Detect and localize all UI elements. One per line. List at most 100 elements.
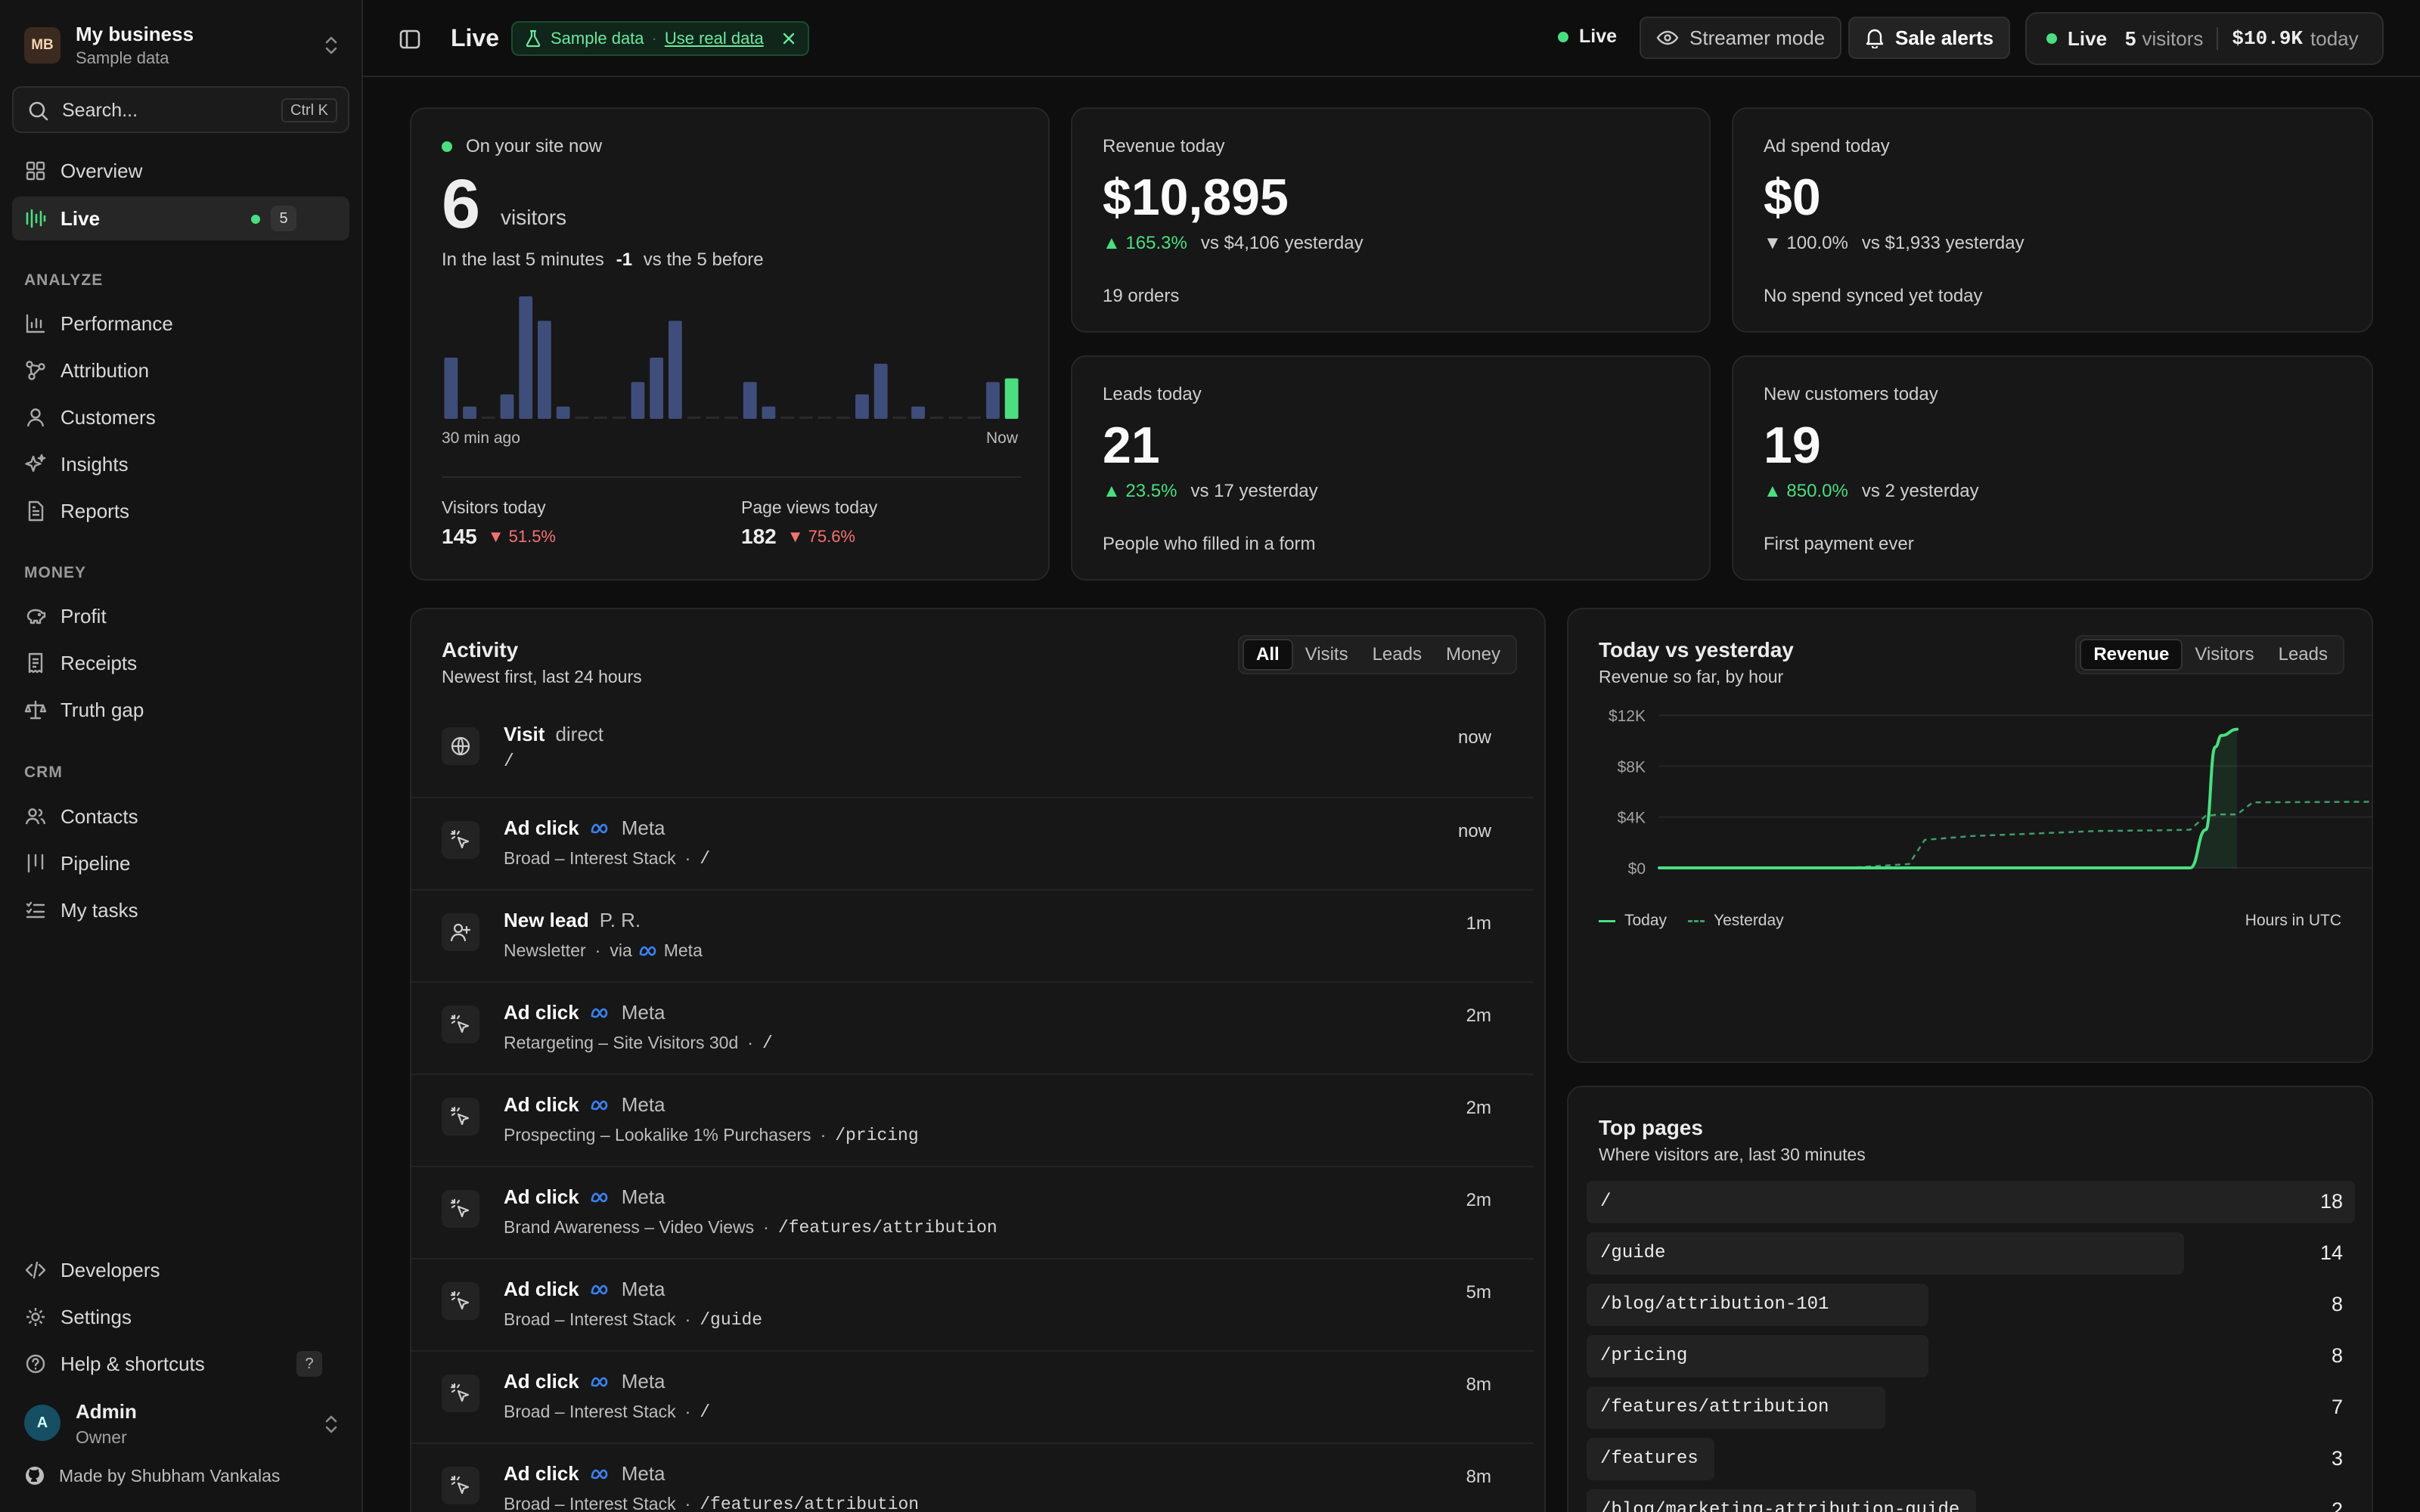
activity-row[interactable]: New lead P. R. Newsletter · via Meta 1m <box>411 889 1534 983</box>
cursor-click-icon <box>442 1005 479 1043</box>
tab-visitors[interactable]: Visitors <box>2195 644 2254 665</box>
help-icon <box>24 1352 50 1375</box>
made-by-link[interactable]: Made by Shubham Vankalas <box>24 1465 280 1486</box>
activity-filter-tabs: All Visits Leads Money <box>1237 635 1517 674</box>
nav-item-attribution[interactable]: Attribution <box>12 349 349 392</box>
nav-item-reports[interactable]: Reports <box>12 489 349 533</box>
nav-item-profit[interactable]: Profit <box>12 594 349 638</box>
nav-item-truth-gap[interactable]: Truth gap <box>12 688 349 732</box>
tab-revenue[interactable]: Revenue <box>2080 639 2183 671</box>
nav-item-receipts[interactable]: Receipts <box>12 641 349 685</box>
activity-time: now <box>1457 821 1491 841</box>
activity-row[interactable]: Ad click Meta Broad – Interest Stack ·/gui… <box>411 1258 1534 1352</box>
search-shortcut: Ctrl K <box>281 98 337 122</box>
use-real-data-link[interactable]: Use real data <box>664 29 764 48</box>
nav-item-my-tasks[interactable]: My tasks <box>12 888 349 932</box>
activity-row[interactable]: Ad click Meta Retargeting – Site Visitors… <box>411 981 1534 1075</box>
metric-note: 19 orders <box>1103 286 1180 306</box>
piggy-bank-icon <box>24 605 50 627</box>
tab-leads[interactable]: Leads <box>1372 644 1422 665</box>
top-page-row[interactable]: /features/attribution 7 <box>1587 1387 2355 1429</box>
tab-all[interactable]: All <box>1242 639 1293 671</box>
nav-item-insights[interactable]: Insights <box>12 442 349 486</box>
chart-title: Today vs yesterday <box>1599 638 1794 662</box>
sparkline-bar-empty <box>948 417 963 419</box>
nav-item-pipeline[interactable]: Pipeline <box>12 841 349 885</box>
live-status-label: Live <box>1579 26 1618 47</box>
nav-label: Customers <box>60 405 156 429</box>
nav-item-developers[interactable]: Developers <box>12 1248 349 1292</box>
cursor-click-icon <box>442 1098 479 1136</box>
top-page-row[interactable]: / 18 <box>1587 1181 2355 1223</box>
activity-row[interactable]: Ad click Meta Brand Awareness – Video Vie… <box>411 1166 1534 1259</box>
metric-comparison: vs 2 yesterday <box>1861 481 1979 501</box>
metric-change: ▼ 100.0% vs $1,933 yesterday <box>1764 233 2024 254</box>
activity-headline: Ad click Meta <box>504 816 666 840</box>
y-tick-label: $0 <box>1628 860 1646 878</box>
user-icon <box>24 406 50 429</box>
nav-label: Profit <box>60 604 107 627</box>
top-page-row[interactable]: /guide 14 <box>1587 1232 2355 1275</box>
activity-row[interactable]: Ad click Meta Broad – Interest Stack ·/fea… <box>411 1442 1534 1512</box>
visitors-today-value: 145 ▼ 51.5% <box>442 525 556 549</box>
x-tick-label: 12a <box>1646 888 1672 889</box>
activity-time: 2m <box>1466 1005 1491 1026</box>
sparkline-bar-empty <box>575 417 589 419</box>
streamer-mode-button[interactable]: Streamer mode <box>1640 17 1842 59</box>
nav-item-settings[interactable]: Settings <box>12 1295 349 1339</box>
metric-note: First payment ever <box>1764 534 1914 554</box>
nav-label: My tasks <box>60 898 138 922</box>
sparkline-bar <box>444 358 458 419</box>
top-page-bar <box>1587 1181 2355 1223</box>
workspace-switcher[interactable]: MB My business Sample data <box>24 23 342 68</box>
tab-money[interactable]: Money <box>1445 644 1500 665</box>
activity-row[interactable]: Visit direct / now <box>411 705 1534 798</box>
top-page-count: 14 <box>2319 1241 2343 1264</box>
nav-item-contacts[interactable]: Contacts <box>12 795 349 838</box>
close-icon[interactable] <box>782 32 796 45</box>
activity-row[interactable]: Ad click Meta Broad – Interest Stack ·/ 8m <box>411 1350 1534 1444</box>
nav-item-performance[interactable]: Performance <box>12 302 349 345</box>
document-icon <box>24 500 50 522</box>
activity-path: / <box>762 1033 773 1053</box>
activity-path: /guide <box>700 1309 763 1330</box>
live-indicator-dot <box>442 141 452 152</box>
activity-via-source: Meta <box>663 940 703 960</box>
sparkline-bar <box>500 394 514 419</box>
nav-item-customers[interactable]: Customers <box>12 395 349 439</box>
activity-row[interactable]: Ad click Meta Prospecting – Lookalike 1% … <box>411 1074 1534 1167</box>
search-box[interactable]: Search... Ctrl K <box>12 86 349 133</box>
nav-item-live[interactable]: Live 5 <box>12 197 349 240</box>
new-customers-today-card: New customers today 19 ▲ 850.0% vs 2 yes… <box>1732 355 2373 581</box>
activity-row[interactable]: Ad click Meta Broad – Interest Stack · / no… <box>411 797 1534 891</box>
activity-detail: Broad – Interest Stack <box>504 848 676 868</box>
live-visitor-unit: visitors <box>501 206 567 229</box>
top-page-row[interactable]: /blog/attribution-101 8 <box>1587 1284 2355 1326</box>
meta-logo-icon <box>590 823 616 835</box>
revenue-today-card: Revenue today $10,895 ▲ 165.3% vs $4,106… <box>1071 107 1711 333</box>
nav-item-overview[interactable]: Overview <box>12 149 349 193</box>
sparkline-bar-empty <box>967 417 982 419</box>
code-icon <box>24 1259 50 1281</box>
metric-change-pct: ▲ 165.3% <box>1103 233 1187 253</box>
activity-path: / <box>504 751 514 771</box>
ad-spend-today-card: Ad spend today $0 ▼ 100.0% vs $1,933 yes… <box>1732 107 2373 333</box>
top-page-row[interactable]: /pricing 8 <box>1587 1335 2355 1377</box>
activity-source: Meta <box>590 1001 666 1024</box>
sample-data-label: Sample data <box>551 29 644 48</box>
top-page-row[interactable]: /blog/marketing-attribution-guide 2 <box>1587 1489 2355 1512</box>
sidebar-toggle-icon[interactable] <box>398 27 422 51</box>
cursor-click-icon <box>442 821 479 859</box>
tab-leads[interactable]: Leads <box>2278 644 2328 665</box>
nav-item-help[interactable]: Help & shortcuts ? <box>12 1342 349 1386</box>
top-page-path: /pricing <box>1600 1346 1688 1366</box>
top-page-row[interactable]: /features 3 <box>1587 1438 2355 1480</box>
user-menu[interactable]: A Admin Owner <box>24 1397 342 1452</box>
topbar: Live Sample data · Use real data Live St… <box>363 0 2420 77</box>
users-icon <box>24 805 50 828</box>
activity-source: direct <box>555 723 604 745</box>
tab-visits[interactable]: Visits <box>1305 644 1348 665</box>
sale-alerts-button[interactable]: Sale alerts <box>1848 17 2011 59</box>
top-page-count: 3 <box>2331 1447 2343 1470</box>
top-page-bar <box>1587 1335 1928 1377</box>
